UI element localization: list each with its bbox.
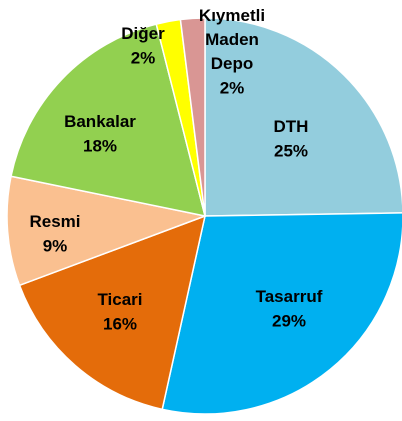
slice-label: Tasarruf [256,287,323,306]
label-line: Maden [205,30,259,49]
value-label: 18% [83,136,117,155]
label-line: Bankalar [64,112,136,131]
pie-slice [161,212,402,415]
value-label: 9% [43,236,68,255]
slice-label: DTH [274,117,309,136]
pie-slice [179,17,206,217]
label-line: DTH [274,117,309,136]
slice-label: Kıymetli Maden Depo [199,6,265,73]
value-label: 16% [103,314,137,333]
label-line: Ticari [97,290,142,309]
slice-label: Ticari [97,290,142,309]
pie-slice [18,214,207,411]
pie-slice [10,23,207,217]
pie-slice [6,175,208,287]
slice-label: Diğer [121,24,165,43]
label-line: Kıymetli [199,6,265,25]
value-label: 2% [220,78,245,97]
label-line: Depo [211,54,254,73]
label-line: Diğer [121,24,165,43]
value-label: 25% [274,141,308,160]
pie-slice [204,17,402,217]
value-label: 2% [131,48,156,67]
slice-label: Resmi [29,212,80,231]
label-line: Tasarruf [256,287,323,306]
value-label: 29% [272,311,306,330]
label-line: Resmi [29,212,80,231]
slice-label: Bankalar [64,112,136,131]
